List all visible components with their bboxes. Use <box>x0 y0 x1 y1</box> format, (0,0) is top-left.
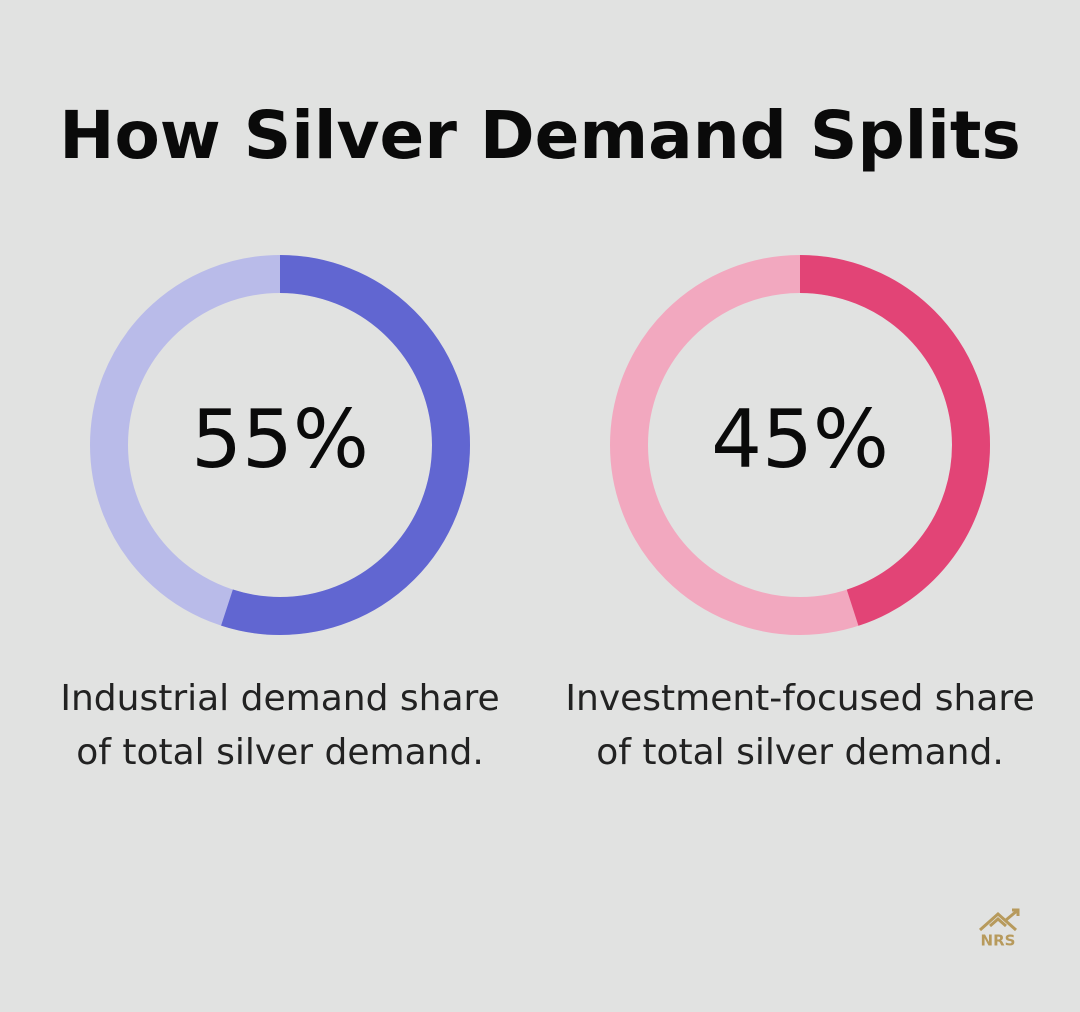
logo-text: NRS <box>981 932 1016 950</box>
value-label: 55% <box>191 393 369 486</box>
caption: of total silver demand. <box>596 732 1004 773</box>
caption: Industrial demand share <box>60 678 499 719</box>
logo-icon <box>979 908 1020 932</box>
value-label: 45% <box>711 393 889 486</box>
title: How Silver Demand Splits <box>59 97 1021 174</box>
donut-arc <box>610 255 990 635</box>
caption: of total silver demand. <box>76 732 484 773</box>
donut-arc <box>90 255 470 635</box>
caption: Investment-focused share <box>565 678 1034 719</box>
